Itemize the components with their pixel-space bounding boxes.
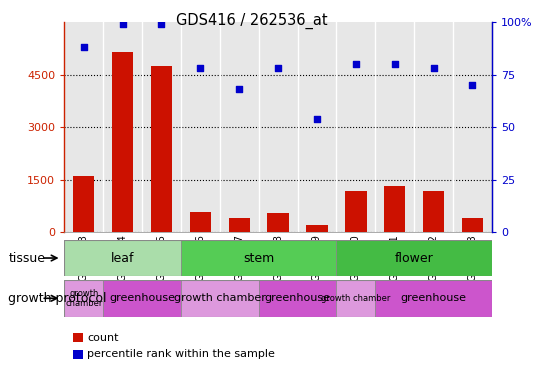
Bar: [259, 22, 297, 232]
Bar: [462, 218, 483, 232]
Bar: [297, 22, 337, 232]
Point: [118, 21, 127, 27]
Bar: [151, 66, 172, 232]
Point: [273, 65, 282, 71]
Point: [352, 61, 361, 67]
Bar: [306, 225, 328, 232]
Bar: [190, 212, 211, 232]
Bar: [375, 280, 492, 317]
Point: [157, 21, 166, 27]
Bar: [414, 22, 453, 232]
Text: GDS416 / 262536_at: GDS416 / 262536_at: [176, 13, 328, 29]
Text: growth chamber: growth chamber: [321, 294, 391, 303]
Bar: [337, 280, 375, 317]
Point: [390, 61, 399, 67]
Bar: [142, 22, 181, 232]
Bar: [337, 22, 375, 232]
Bar: [229, 218, 250, 232]
Bar: [103, 280, 181, 317]
Bar: [423, 191, 444, 232]
Text: leaf: leaf: [111, 251, 134, 265]
Bar: [259, 280, 337, 317]
Text: flower: flower: [395, 251, 434, 265]
Text: stem: stem: [243, 251, 274, 265]
Bar: [345, 191, 367, 232]
Bar: [181, 280, 259, 317]
Bar: [73, 176, 94, 232]
Bar: [267, 213, 289, 232]
Point: [235, 86, 244, 92]
Text: greenhouse: greenhouse: [264, 293, 330, 303]
Text: count: count: [87, 333, 119, 343]
Bar: [384, 186, 405, 232]
Text: greenhouse: greenhouse: [109, 293, 175, 303]
Text: tissue: tissue: [8, 251, 45, 265]
Bar: [64, 240, 181, 276]
Bar: [375, 22, 414, 232]
Bar: [337, 240, 492, 276]
Bar: [181, 240, 337, 276]
Bar: [112, 52, 133, 232]
Point: [429, 65, 438, 71]
Text: percentile rank within the sample: percentile rank within the sample: [87, 349, 275, 359]
Point: [196, 65, 205, 71]
Text: greenhouse: greenhouse: [401, 293, 467, 303]
Point: [312, 116, 321, 122]
Bar: [181, 22, 220, 232]
Bar: [453, 22, 492, 232]
Point: [468, 82, 477, 88]
Bar: [64, 280, 103, 317]
Bar: [64, 22, 103, 232]
Point: [79, 44, 88, 50]
Bar: [103, 22, 142, 232]
Text: growth chamber: growth chamber: [174, 293, 266, 303]
Bar: [220, 22, 259, 232]
Text: growth
chamber: growth chamber: [65, 288, 102, 308]
Text: growth protocol: growth protocol: [8, 292, 107, 305]
